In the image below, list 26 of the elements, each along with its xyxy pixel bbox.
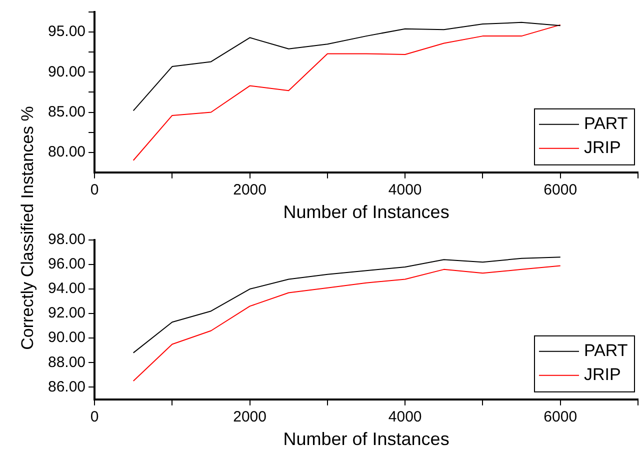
y-tick-label: 98.00 — [48, 231, 86, 248]
legend-label: PART — [584, 114, 628, 134]
x-tick-label: 6000 — [544, 182, 578, 199]
x-tick-label: 0 — [90, 182, 99, 199]
y-tick-label: 95.00 — [48, 23, 86, 40]
x-tick-label: 0 — [90, 408, 99, 426]
y-tick-label: 88.00 — [48, 354, 86, 371]
y-tick-label: 94.00 — [48, 280, 86, 298]
y-axis-title: Correctly Classified Instances % — [18, 106, 38, 350]
legend-label: JRIP — [584, 138, 621, 158]
x-axis-title: Number of Instances — [283, 202, 450, 222]
y-tick-label: 85.00 — [48, 103, 86, 120]
y-tick-label: 96.00 — [48, 256, 86, 273]
y-tick-label: 90.00 — [48, 63, 86, 80]
x-tick-label: 4000 — [388, 408, 422, 426]
legend-label: JRIP — [584, 365, 621, 384]
y-tick-label: 90.00 — [48, 329, 86, 346]
x-tick-label: 6000 — [544, 408, 578, 426]
y-tick-label: 92.00 — [48, 304, 86, 322]
x-tick-label: 4000 — [388, 182, 422, 199]
x-tick-label: 2000 — [233, 408, 266, 426]
x-tick-label: 2000 — [233, 182, 266, 199]
y-tick-label: 86.00 — [48, 378, 86, 396]
y-tick-label: 80.00 — [48, 143, 86, 160]
x-axis-title: Number of Instances — [283, 429, 450, 450]
legend-label: PART — [584, 341, 628, 360]
